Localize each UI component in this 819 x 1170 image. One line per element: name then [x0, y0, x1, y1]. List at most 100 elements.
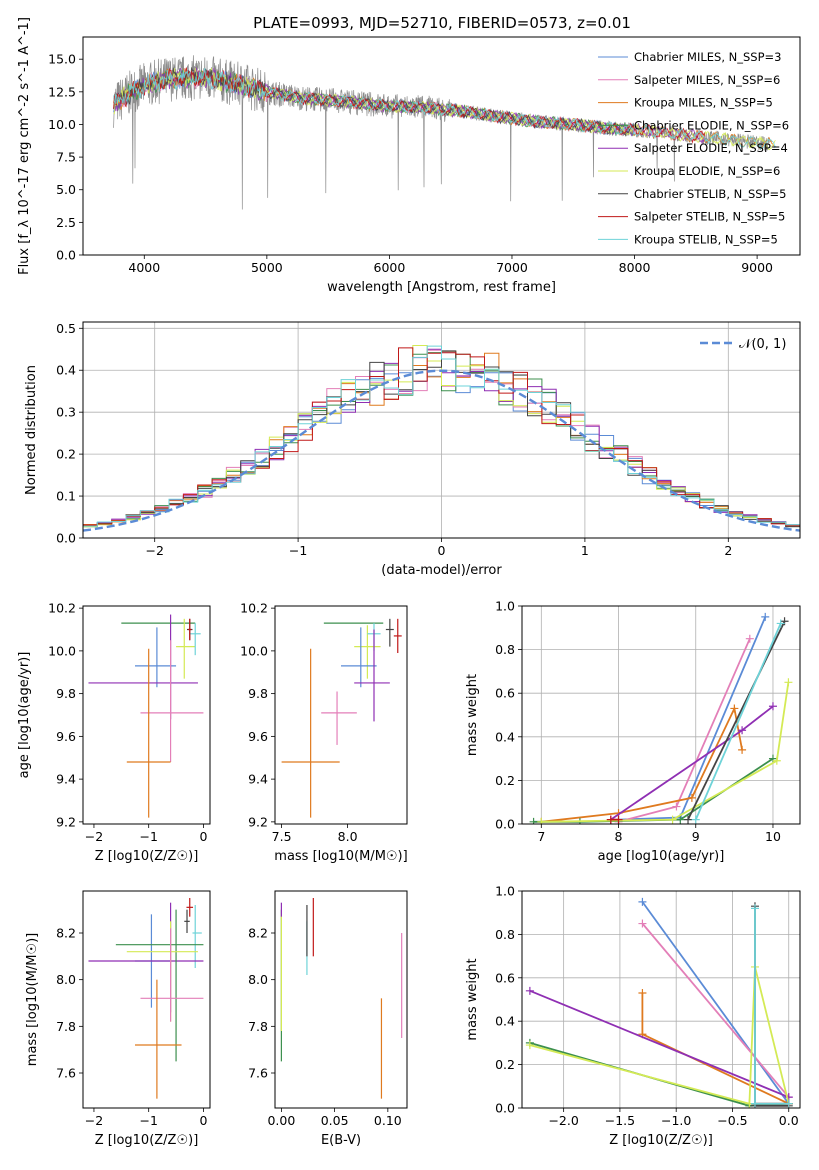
x-tick-label: 7.5	[272, 829, 292, 844]
x-tick-label: 7000	[496, 260, 528, 275]
y-tick-label: 10.0	[48, 643, 76, 658]
x-tick-label: 7	[537, 829, 545, 844]
weight-marker	[750, 1099, 759, 1108]
weight-marker	[684, 815, 693, 824]
plot-area-mass-vs-ebv	[280, 898, 403, 1099]
x-tick-label: 0.00	[267, 1113, 295, 1128]
panel-mass-vs-Z: −2 −1 0 7.6 7.8 8.0 8.2 Z [log10(Z/Z☉)] mass [lo…	[25, 890, 211, 1148]
y-tick-label: 0.2	[495, 1057, 515, 1072]
weight-marker	[691, 815, 700, 824]
legend-label: Kroupa ELODIE, N_SSP=6	[634, 164, 780, 178]
legend-label: Chabrier ELODIE, N_SSP=6	[634, 118, 789, 132]
axes-frame	[274, 605, 408, 825]
legend: Chabrier MILES, N_SSP=3 Salpeter MILES, N…	[598, 50, 789, 246]
x-tick-label: 4000	[128, 260, 160, 275]
x-tick-label: 8000	[619, 260, 651, 275]
errorbar-point-6	[354, 629, 390, 722]
weight-line-6	[687, 620, 786, 820]
weight-marker	[672, 802, 681, 811]
weight-line-1	[641, 922, 790, 1098]
y-tick-label: 9.2	[56, 814, 76, 829]
y-tick-label: 0.4	[495, 1014, 515, 1029]
weight-line-8	[694, 623, 782, 820]
y-tick-label: 0.0	[495, 817, 515, 832]
y-tick-label: 8.0	[56, 972, 76, 987]
x-tick-label: 10	[765, 829, 781, 844]
weight-marker	[668, 815, 677, 824]
figure-title: PLATE=0993, MJD=52710, FIBERID=0573, z=0…	[253, 14, 631, 32]
weight-marker	[730, 704, 739, 713]
weight-marker	[738, 726, 747, 735]
y-axis-label: Flux [f_λ 10^-17 erg cm^-2 s^-1 A^-1]	[17, 17, 32, 275]
weight-line-5	[541, 682, 790, 823]
y-tick-label: 0.5	[56, 321, 76, 336]
y-axis-label: mass weight	[465, 674, 480, 756]
x-axis-label: Z [log10(Z/Z☉)]	[609, 1133, 713, 1148]
weight-line-5	[529, 966, 790, 1105]
y-tick-label: 8.2	[248, 926, 268, 941]
y-axis-label: Normed distribution	[24, 365, 39, 495]
weight-marker	[784, 1099, 793, 1108]
errorbar-point-7	[321, 691, 357, 745]
y-tick-label: 9.4	[248, 772, 268, 787]
y-axis-label: age [log10(age/yr)]	[17, 652, 32, 779]
weight-marker	[529, 817, 538, 824]
x-tick-label: 0.05	[321, 1113, 349, 1128]
plot-area-weight-vs-age	[529, 612, 793, 824]
axes-frame	[274, 890, 408, 1109]
y-tick-label: 0.4	[495, 729, 515, 744]
plot-area-spectrum	[113, 55, 776, 210]
weight-marker	[750, 904, 759, 913]
errorbar-point-7	[140, 928, 204, 1022]
x-axis-label: age [log10(age/yr)]	[598, 849, 725, 864]
x-tick-label: −2	[145, 543, 163, 558]
normal-reference-curve	[83, 369, 800, 532]
x-tick-label: 1	[581, 543, 589, 558]
plot-area-weight-vs-Z	[525, 897, 793, 1108]
histogram-step-8	[83, 345, 800, 527]
y-tick-label: 9.6	[248, 729, 268, 744]
x-tick-label: 0	[438, 543, 446, 558]
model-line-7	[113, 67, 706, 144]
weight-marker	[745, 634, 754, 643]
y-tick-label: 8.0	[248, 972, 268, 987]
errorbar-point-8	[281, 648, 340, 818]
y-tick-label: 1.0	[495, 599, 515, 614]
x-tick-label: 5000	[251, 260, 283, 275]
axes-frame	[82, 321, 801, 539]
y-tick-label: 10.2	[48, 601, 76, 616]
axes-frame	[82, 890, 211, 1109]
x-tick-label: −2.0	[548, 1113, 578, 1128]
x-tick-label: 8	[615, 829, 623, 844]
x-tick-label: −2	[85, 1113, 103, 1128]
x-axis-label: Z [log10(Z/Z☉)]	[95, 1133, 199, 1148]
errorbar-point-5	[341, 627, 377, 688]
legend-label: Kroupa STELIB, N_SSP=5	[634, 232, 778, 246]
x-tick-label: −1	[139, 1113, 157, 1128]
plot-area-age-vs-Z	[88, 614, 204, 818]
y-tick-label: 0.2	[495, 773, 515, 788]
y-tick-label: 7.6	[56, 1066, 76, 1081]
weight-marker	[676, 815, 685, 824]
errorbar-point-3	[115, 909, 204, 1062]
y-tick-label: 9.4	[56, 772, 76, 787]
x-tick-label: −1.5	[605, 1113, 635, 1128]
legend-label: Kroupa MILES, N_SSP=5	[634, 96, 773, 110]
legend-label: Salpeter STELIB, N_SSP=5	[634, 210, 785, 224]
plot-area-age-vs-mass	[281, 618, 402, 818]
x-tick-label: 9000	[741, 260, 773, 275]
legend-label: 𝒩(0, 1)	[739, 337, 786, 352]
panel-age-vs-mass: 7.5 8.0 9.2 9.4 9.6 9.8 10.0 10.2 mass [log10(M/…	[240, 601, 408, 864]
x-axis-label: E(B-V)	[321, 1133, 361, 1148]
errorbar-point-8	[135, 979, 182, 1099]
axes-frame	[521, 605, 801, 825]
y-tick-label: 9.8	[248, 686, 268, 701]
y-tick-label: 7.5	[56, 150, 76, 165]
x-tick-label: 0.0	[779, 1113, 799, 1128]
panel-residuals: −2 −1 0 1 2 0.0 0.1 0.2 0.3 0.4 0.5 (data-model)/er…	[24, 321, 801, 578]
x-tick-label: 8.0	[338, 829, 358, 844]
model-line-8	[113, 67, 776, 151]
x-axis-label: wavelength [Angstrom, rest frame]	[327, 280, 556, 295]
weight-marker	[614, 815, 623, 824]
